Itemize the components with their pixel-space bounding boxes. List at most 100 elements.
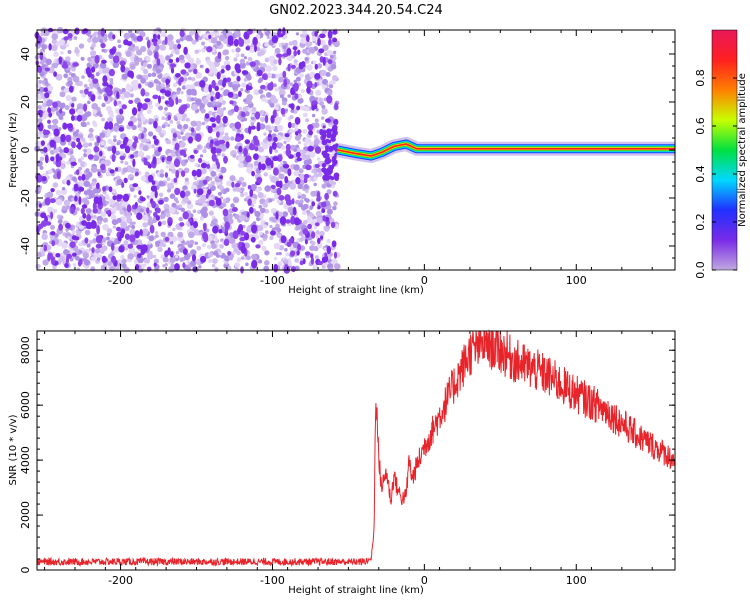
noise-blob	[55, 253, 61, 258]
noise-speck	[85, 168, 90, 173]
noise-speck	[199, 231, 203, 236]
noise-blob	[154, 51, 159, 60]
noise-speck	[212, 100, 217, 106]
noise-speck	[38, 86, 45, 93]
noise-speck	[102, 224, 109, 231]
noise-blob	[248, 143, 256, 151]
noise-blob	[202, 179, 208, 185]
noise-blob	[284, 176, 289, 184]
noise-speck	[167, 231, 174, 238]
noise-speck	[273, 59, 278, 64]
noise-blob	[314, 63, 318, 70]
noise-blob	[191, 254, 197, 262]
noise-speck	[99, 132, 106, 139]
noise-blob	[327, 59, 333, 65]
noise-speck	[150, 191, 155, 196]
noise-blob	[314, 30, 318, 37]
noise-blob	[78, 186, 85, 192]
noise-speck	[50, 224, 55, 230]
noise-speck	[310, 190, 317, 197]
noise-speck	[96, 257, 101, 261]
noise-speck	[208, 110, 213, 116]
noise-speck	[211, 263, 216, 268]
noise-speck	[293, 79, 298, 84]
noise-speck	[177, 135, 182, 140]
noise-speck	[308, 151, 316, 158]
noise-speck	[165, 55, 171, 61]
noise-speck	[72, 176, 77, 182]
noise-speck	[83, 84, 88, 88]
noise-speck	[309, 71, 316, 78]
noise-speck	[302, 220, 308, 225]
noise-blob	[40, 212, 47, 219]
noise-blob	[326, 245, 331, 255]
noise-speck	[192, 209, 197, 213]
noise-blob	[238, 90, 242, 97]
noise-speck	[41, 64, 47, 70]
noise-speck	[88, 142, 93, 147]
noise-blob	[126, 204, 132, 213]
carrier-core	[337, 143, 675, 157]
noise-blob	[231, 181, 235, 188]
noise-speck	[308, 46, 315, 54]
noise-speck	[193, 176, 198, 180]
noise-speck	[107, 116, 114, 123]
noise-blob	[150, 185, 157, 192]
noise-speck	[148, 210, 153, 214]
noise-blob	[294, 217, 300, 226]
noise-speck	[199, 64, 203, 68]
noise-speck	[153, 258, 160, 264]
noise-blob	[275, 211, 279, 220]
noise-speck	[102, 217, 108, 223]
noise-blob	[238, 145, 243, 153]
noise-blob	[167, 221, 173, 226]
noise-speck	[224, 55, 230, 61]
noise-blob	[80, 207, 85, 215]
noise-speck	[325, 72, 331, 77]
noise-speck	[167, 34, 174, 41]
noise-blob	[249, 206, 254, 214]
noise-speck	[111, 172, 115, 177]
noise-speck	[278, 76, 284, 83]
noise-speck	[130, 33, 135, 39]
noise-blob	[50, 231, 56, 236]
noise-speck	[159, 173, 165, 178]
noise-blob	[155, 215, 160, 221]
noise-speck	[65, 228, 69, 232]
noise-speck	[294, 124, 298, 128]
noise-blob	[180, 69, 187, 75]
noise-speck	[227, 213, 233, 219]
noise-speck	[301, 155, 306, 161]
noise-blob	[166, 155, 173, 162]
noise-speck	[235, 53, 240, 58]
noise-speck	[185, 34, 193, 42]
noise-speck	[258, 231, 263, 236]
noise-blob	[212, 225, 219, 234]
noise-speck	[67, 50, 72, 54]
noise-blob	[139, 229, 143, 236]
noise-speck	[299, 199, 304, 204]
noise-blob	[332, 159, 338, 165]
noise-speck	[282, 45, 287, 50]
noise-speck	[170, 152, 176, 158]
noise-blob	[120, 64, 126, 73]
noise-speck	[235, 47, 241, 53]
noise-speck	[169, 120, 174, 124]
noise-speck	[157, 246, 163, 253]
noise-speck	[326, 189, 332, 195]
noise-speck	[190, 121, 195, 126]
noise-blob	[267, 136, 272, 142]
noise-blob	[61, 63, 69, 69]
noise-blob	[121, 182, 125, 188]
noise-speck	[245, 61, 250, 66]
noise-speck	[293, 148, 298, 153]
noise-speck	[190, 260, 197, 267]
noise-blob	[252, 36, 258, 46]
noise-speck	[262, 202, 269, 208]
noise-blob	[306, 80, 313, 89]
noise-speck	[142, 62, 148, 67]
noise-blob	[65, 222, 71, 229]
noise-blob	[96, 182, 100, 190]
noise-speck	[302, 29, 308, 35]
